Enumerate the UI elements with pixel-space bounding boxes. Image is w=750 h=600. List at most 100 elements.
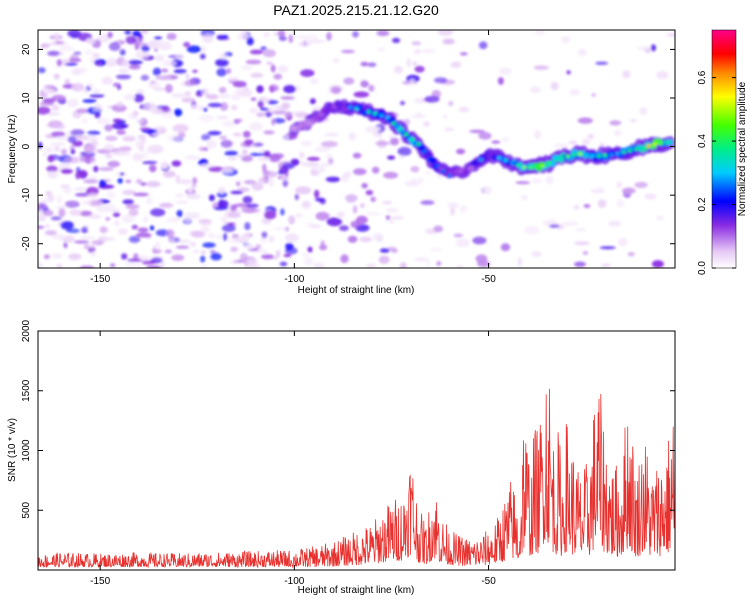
ridge-core [540,164,546,168]
colorbar-gradient [711,29,737,269]
noise-blob [67,135,77,144]
noise-blob [159,202,174,208]
noise-blob [364,126,381,133]
noise-blob [574,241,590,246]
noise-blob [43,84,56,90]
noise-blob [42,98,56,104]
noise-blob [255,244,262,250]
ridge-core [615,151,620,156]
noise-blob [219,135,227,140]
colorbar-tick-label: 0.6 [697,70,708,84]
ridge-core [658,141,664,146]
noise-blob [192,69,198,73]
noise-blob [595,61,609,65]
noise-blob [223,34,229,40]
noise-blob [152,248,162,254]
noise-blob [250,72,264,78]
y-tick-label: 500 [21,501,32,518]
noise-blob [74,192,91,197]
ridge-core [515,163,521,167]
noise-blob [459,52,468,56]
noise-blob [171,160,182,167]
noise-blob [372,232,384,241]
colorbar: 0.0 0.2 0.4 0.6 Normalized spectral amplitu… [697,29,748,275]
noise-blob [273,73,283,80]
noise-blob [128,64,141,70]
noise-blob [155,75,172,81]
noise-blob [482,186,492,195]
noise-blob [268,235,275,243]
noise-blob [206,140,217,149]
noise-blob [241,155,253,162]
ridge-core [447,173,453,178]
noise-blob [140,74,150,81]
ridge-core [503,158,509,163]
noise-blob [44,224,50,229]
noise-blob [56,263,62,268]
noise-blob [372,166,380,174]
noise-blob [456,148,466,155]
noise-blob [531,178,543,184]
y-tick-label: 1500 [21,379,32,402]
noise-blob [359,236,372,243]
noise-blob [154,36,163,40]
noise-blob [300,160,305,167]
noise-blob [368,84,375,92]
noise-blob [309,98,316,105]
noise-blob [609,120,622,126]
noise-blob [533,130,542,139]
noise-blob [420,200,435,205]
noise-blob [120,124,129,128]
noise-blob [109,208,121,213]
noise-blob [257,100,264,108]
noise-blob [391,248,398,253]
noise-blob [282,178,288,188]
noise-blob [184,79,196,87]
noise-blob [478,41,488,50]
noise-blob [262,249,268,255]
colorbar-tick-label: 0.4 [697,134,708,148]
noise-blob [43,254,51,259]
noise-blob [573,204,580,211]
spectrogram-frame [37,29,676,269]
y-tick-label: -20 [21,236,32,251]
noise-blob [294,85,300,92]
noise-blob [55,205,68,209]
noise-blob [251,182,264,191]
noise-blob [230,190,244,195]
noise-blob [382,201,393,205]
noise-blob [583,204,591,208]
noise-blob [51,131,66,137]
noise-blob [108,42,121,51]
noise-blob [64,200,80,208]
noise-blob [568,140,578,145]
noise-blob [120,172,125,176]
noise-blob [77,170,88,179]
noise-blob [208,166,224,172]
noise-blob [117,228,128,235]
ridge-core [552,158,558,162]
y-tick-label: 0 [21,143,32,149]
noise-blob [259,97,268,102]
noise-blob [137,227,149,233]
noise-blob [93,107,103,112]
noise-blob [279,261,288,267]
noise-blob [53,73,60,80]
noise-blob [613,130,622,136]
noise-blob [277,30,286,38]
noise-blob [60,221,74,230]
noise-blob [277,65,289,73]
noise-blob [231,93,241,101]
noise-blob [38,106,51,115]
noise-blob [366,263,376,268]
noise-blob [303,162,319,167]
noise-blob [531,251,542,258]
ridge-core [652,142,658,147]
noise-blob [135,50,150,59]
noise-blob [219,52,228,60]
noise-blob [219,216,229,221]
noise-blob [127,203,136,209]
noise-blob [42,152,47,157]
noise-blob [87,130,101,136]
noise-blob [133,93,145,103]
